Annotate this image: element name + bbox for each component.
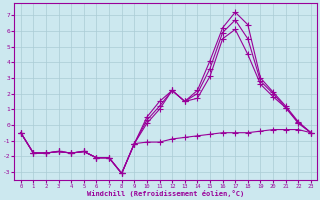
X-axis label: Windchill (Refroidissement éolien,°C): Windchill (Refroidissement éolien,°C) <box>87 190 244 197</box>
